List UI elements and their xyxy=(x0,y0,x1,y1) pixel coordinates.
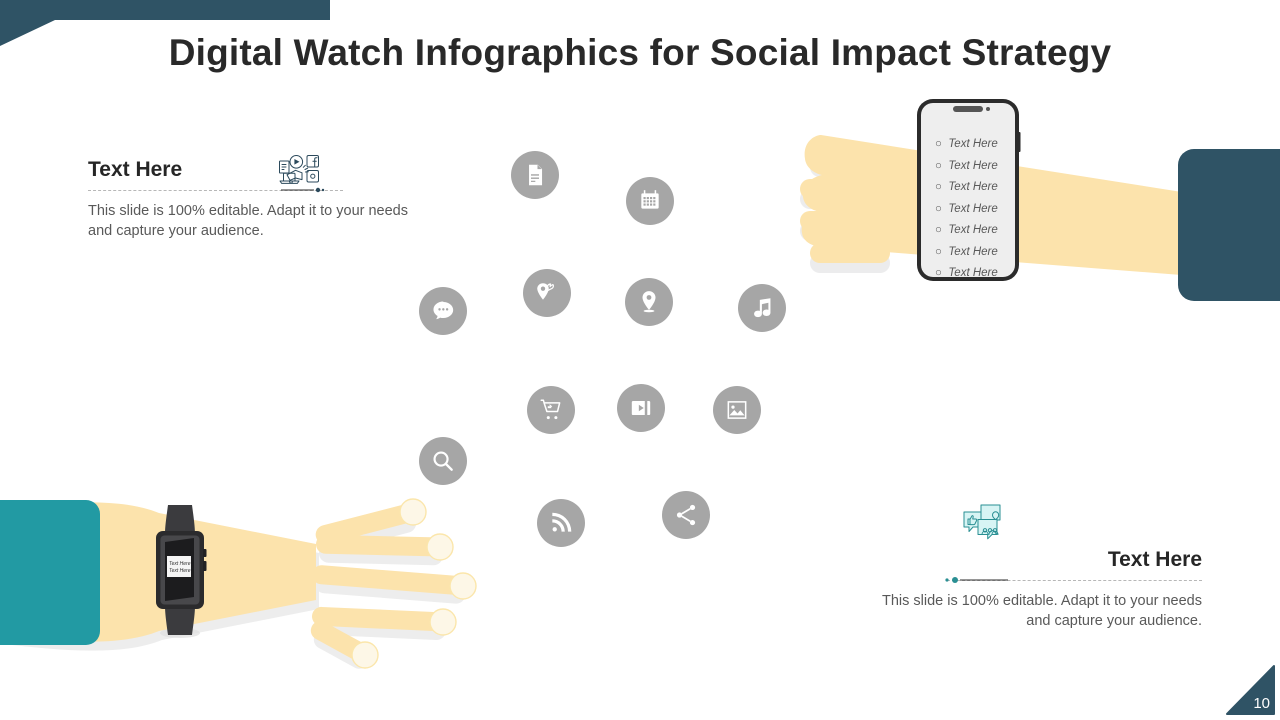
svg-text:Text Here: Text Here xyxy=(169,568,191,574)
svg-text:Text Here: Text Here xyxy=(169,561,191,567)
